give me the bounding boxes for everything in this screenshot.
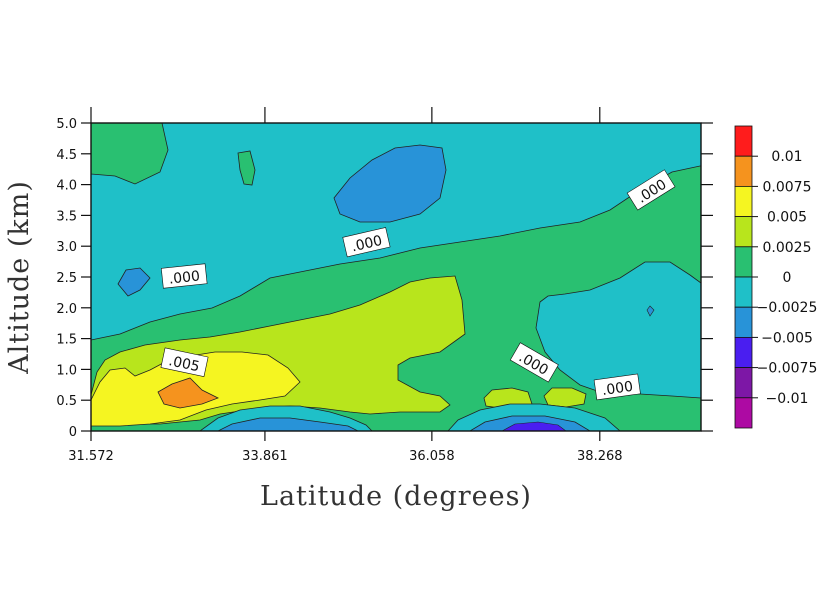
colorbar-swatch — [734, 125, 753, 157]
contour-label-text: .005 — [167, 353, 201, 375]
colorbar-label: 0.01 — [771, 149, 802, 165]
y-axis-title: Altitude (km) — [4, 180, 35, 375]
region-bottom-negative-2-core — [501, 421, 567, 431]
y-tick-label: 4.5 — [56, 148, 77, 163]
contour-label: .000 — [160, 263, 208, 289]
colorbar-swatch — [734, 246, 753, 278]
y-tick-label: 2.0 — [56, 302, 77, 317]
colorbar: 0.01 0.0075 0.005 0.0025 0 −0.0025 −0.005 −0.00… — [734, 125, 818, 429]
y-tick-label: 0.5 — [56, 394, 77, 409]
colorbar-label: −0.01 — [766, 391, 809, 407]
colorbar-label: 0 — [783, 270, 792, 286]
y-tick-label: 5.0 — [56, 117, 77, 132]
x-tick-label: 38.268 — [577, 449, 623, 464]
contour-label: .000 — [593, 373, 641, 401]
x-axis-ticks: 31.572 33.861 36.058 38.268 — [68, 107, 623, 464]
y-tick-label: 2.5 — [56, 271, 77, 286]
region-tiny-right-blob — [646, 305, 655, 317]
region-bottom-negative-1-inner — [217, 417, 359, 431]
region-upper-left-zero — [91, 123, 169, 185]
x-axis-title: Latitude (degrees) — [260, 481, 532, 512]
colorbar-swatch — [734, 336, 753, 368]
contour-label-text: .000 — [601, 379, 634, 399]
contour-label-text: .000 — [350, 233, 384, 256]
y-tick-label: 1.5 — [56, 333, 77, 348]
region-left-blob — [117, 267, 151, 297]
y-tick-label: 4.0 — [56, 179, 77, 194]
x-tick-label: 36.058 — [409, 449, 455, 464]
x-tick-label: 33.861 — [242, 449, 288, 464]
colorbar-swatch — [734, 216, 753, 248]
contour-label-text: .000 — [168, 268, 201, 287]
contour-label: .000 — [342, 227, 391, 258]
x-tick-label: 31.572 — [68, 449, 114, 464]
region-right-negative — [535, 261, 701, 399]
colorbar-swatch — [734, 185, 753, 217]
colorbar-label: −0.005 — [761, 330, 813, 346]
colorbar-label: 0.005 — [767, 210, 807, 226]
colorbar-swatch — [734, 367, 753, 399]
colorbar-label: −0.0025 — [757, 300, 818, 316]
contour-label-box — [160, 347, 209, 377]
region-small-zero-patch — [237, 150, 256, 186]
region-orange — [157, 377, 219, 409]
contour-label-box — [593, 373, 641, 401]
y-tick-label: 1.0 — [56, 363, 77, 378]
colorbar-swatch — [734, 276, 753, 308]
y-tick-label: 3.0 — [56, 240, 77, 255]
contour-label-box — [342, 227, 391, 258]
colorbar-label: 0.0025 — [763, 240, 812, 256]
y-tick-label: 3.5 — [56, 209, 77, 224]
colorbar-label: 0.0075 — [763, 179, 812, 195]
region-upper-blob — [333, 144, 447, 223]
colorbar-swatch — [734, 397, 753, 429]
y-axis-ticks: 0 0.5 1.0 1.5 2.0 2.5 3.0 3.5 4.0 4.5 5.0 — [56, 117, 713, 440]
contour-label-box — [160, 263, 208, 289]
contour-label-box — [509, 342, 559, 383]
colorbar-label: −0.0075 — [757, 361, 818, 377]
colorbar-swatch — [734, 155, 753, 187]
plot-area: .000.000.000.005.000.000 — [91, 123, 701, 431]
colorbar-swatch — [734, 306, 753, 338]
contour-label-box — [626, 169, 676, 211]
y-tick-label: 0 — [69, 425, 77, 440]
contour-label: .005 — [160, 347, 209, 377]
